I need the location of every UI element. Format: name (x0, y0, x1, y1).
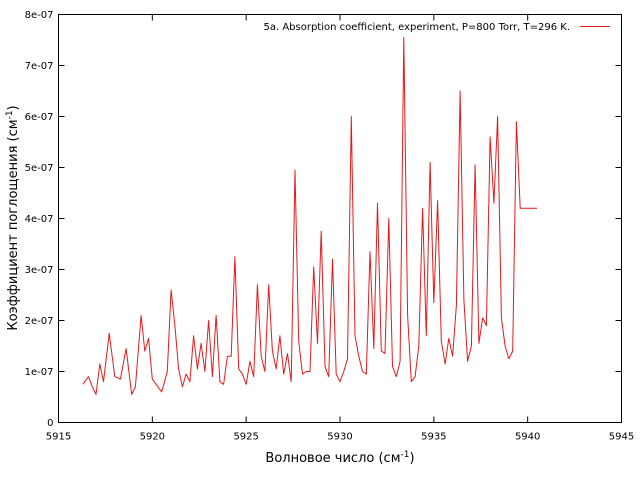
x-tick-label: 5945 (609, 432, 634, 443)
x-axis-label: Волновое число (см-1) (265, 450, 414, 466)
x-tick-label: 5915 (46, 432, 71, 443)
y-axis: 0 1e-07 2e-07 3e-07 4e-07 5e-07 6e-07 7e-07 8e-0… (25, 10, 622, 429)
series-line (82, 36, 537, 395)
y-tick-label: 5e-07 (25, 163, 54, 174)
y-tick-label: 2e-07 (25, 316, 54, 327)
x-tick-label: 5920 (140, 432, 165, 443)
x-tick-label: 5925 (233, 432, 258, 443)
y-tick-label: 4e-07 (25, 214, 54, 225)
y-tick-label: 7e-07 (25, 61, 54, 72)
y-axis-label: Коэффициент поглощения (см-1) (5, 105, 21, 330)
y-tick-label: 8e-07 (25, 10, 54, 21)
y-tick-label: 1e-07 (25, 367, 54, 378)
x-tick-label: 5935 (421, 432, 446, 443)
plot-area-frame (58, 14, 622, 423)
series-layer (82, 36, 537, 395)
x-tick-label: 5930 (327, 432, 352, 443)
y-tick-label: 3e-07 (25, 265, 54, 276)
x-axis: 5915 5920 5925 5930 5935 5940 5945 (46, 14, 634, 443)
y-tick-label: 6e-07 (25, 112, 54, 123)
legend-label: 5a. Absorption coefficient, experiment, … (263, 22, 570, 33)
y-tick-label: 0 (47, 418, 53, 429)
legend: 5a. Absorption coefficient, experiment, … (263, 22, 610, 33)
x-tick-label: 5940 (515, 432, 540, 443)
